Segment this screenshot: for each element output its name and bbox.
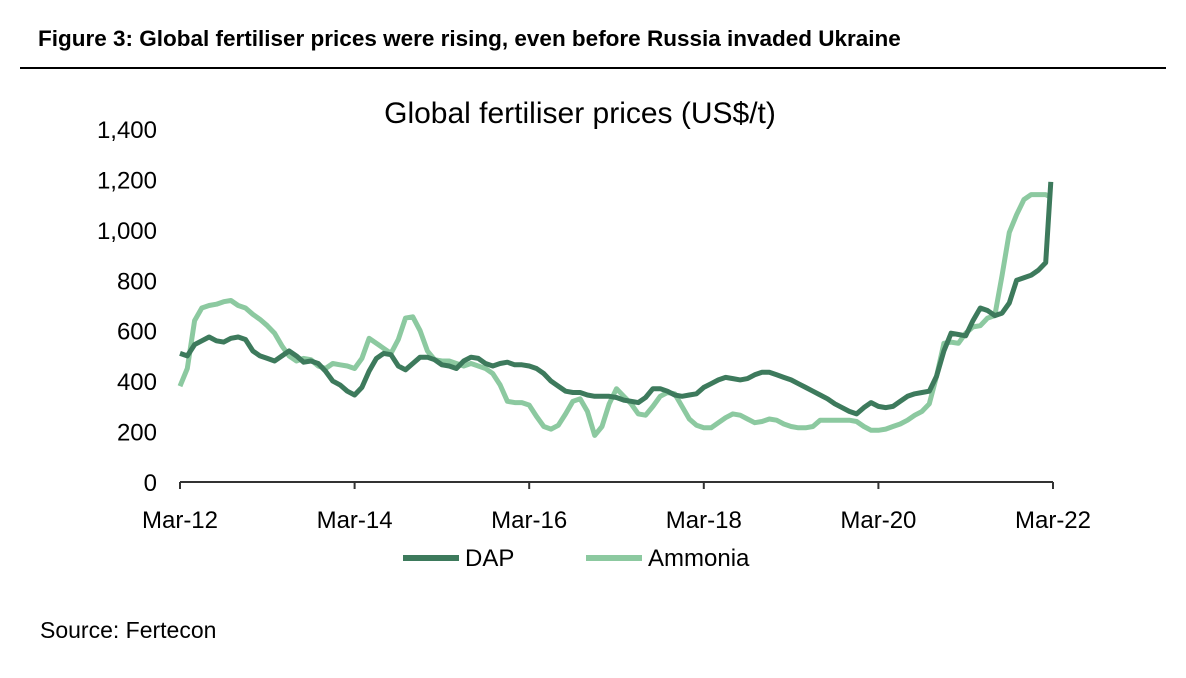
y-tick-label: 800 bbox=[117, 268, 157, 295]
y-tick-label: 400 bbox=[117, 369, 157, 396]
y-tick-label: 1,200 bbox=[97, 167, 157, 194]
title-divider bbox=[20, 67, 1166, 69]
y-tick-label: 200 bbox=[117, 420, 157, 447]
y-tick-label: 0 bbox=[144, 470, 157, 497]
figure-title: Figure 3: Global fertiliser prices were … bbox=[38, 26, 901, 51]
x-axis: Mar-12 Mar-14 Mar-16 Mar-18 Mar-20 Mar-22 bbox=[142, 481, 1091, 534]
x-tick-label: Mar-20 bbox=[840, 507, 916, 534]
legend-label-ammonia: Ammonia bbox=[648, 545, 750, 572]
y-tick-label: 1,400 bbox=[97, 117, 157, 144]
x-tick-label: Mar-18 bbox=[666, 507, 742, 534]
x-tick-label: Mar-16 bbox=[491, 507, 567, 534]
y-tick-label: 600 bbox=[117, 319, 157, 346]
x-tick-label: Mar-14 bbox=[317, 507, 393, 534]
x-tick-label: Mar-12 bbox=[142, 507, 218, 534]
chart-title: Global fertiliser prices (US$/t) bbox=[384, 97, 776, 130]
source-note: Source: Fertecon bbox=[40, 617, 217, 643]
legend: DAP Ammonia bbox=[403, 545, 750, 572]
series-line-dap bbox=[179, 181, 1054, 417]
series-lines bbox=[177, 181, 1054, 438]
y-axis: 0 200 400 600 800 1,000 1,200 1,400 bbox=[97, 117, 157, 497]
y-tick-label: 1,000 bbox=[97, 218, 157, 245]
legend-label-dap: DAP bbox=[465, 545, 514, 572]
x-tick-label: Mar-22 bbox=[1015, 507, 1091, 534]
